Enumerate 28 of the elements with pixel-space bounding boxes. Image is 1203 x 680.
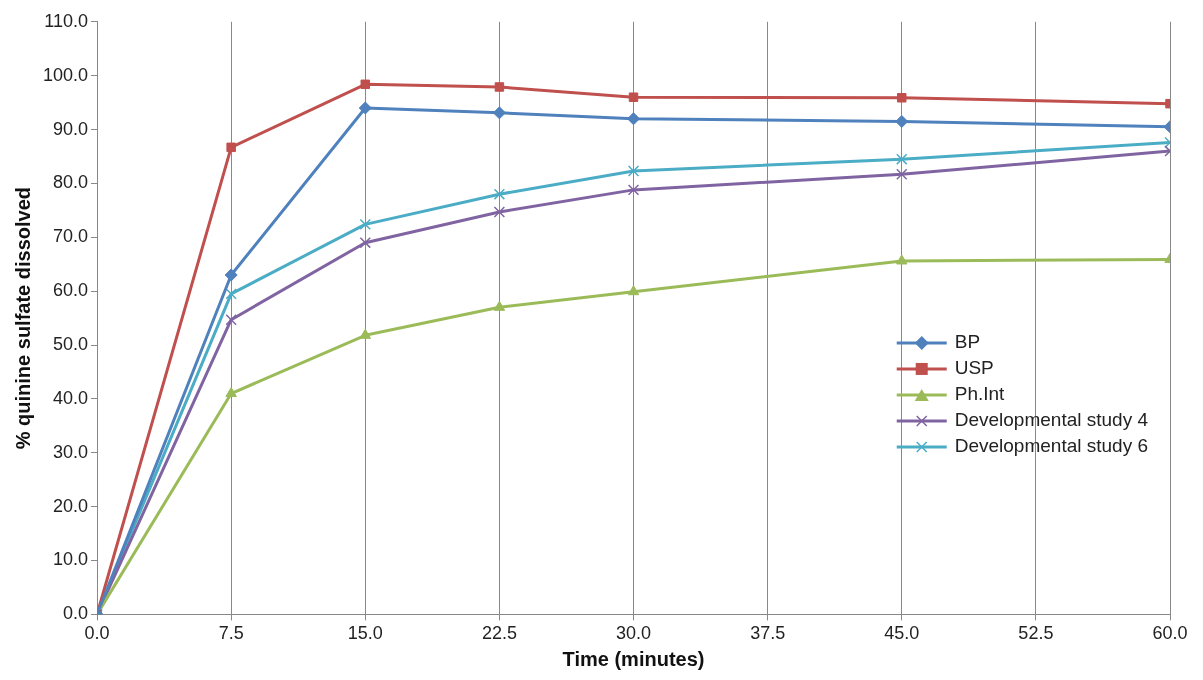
- x-tick-label: 60.0: [1152, 623, 1188, 644]
- x-tick-label: 15.0: [347, 623, 383, 644]
- y-tick-label: 60.0: [53, 280, 89, 301]
- x-tick-label: 37.5: [750, 623, 786, 644]
- y-tick-label: 100.0: [43, 64, 89, 85]
- y-tick-label: 0.0: [63, 603, 89, 624]
- y-tick-label: 20.0: [53, 495, 89, 516]
- y-tick-label: 30.0: [53, 441, 89, 462]
- y-tick-label: 110.0: [44, 10, 89, 31]
- y-tick-label: 40.0: [53, 387, 89, 408]
- legend-label: Ph.Int: [954, 383, 1006, 405]
- y-tick-label: 50.0: [53, 334, 89, 355]
- y-tick-label: 80.0: [53, 172, 89, 193]
- x-tick-label: 7.5: [218, 623, 244, 644]
- y-axis-title: % quinine sulfate dissolved: [11, 186, 34, 450]
- y-tick-label: 90.0: [53, 118, 89, 139]
- x-axis-title: Time (minutes): [562, 647, 705, 670]
- x-tick-label: 22.5: [481, 623, 517, 644]
- x-tick-label: 52.5: [1018, 623, 1054, 644]
- legend-label: BP: [954, 331, 981, 353]
- legend-label: USP: [954, 357, 994, 379]
- x-tick-label: 30.0: [616, 623, 652, 644]
- x-tick-label: 45.0: [884, 623, 920, 644]
- legend-label: Developmental study 6: [954, 435, 1149, 457]
- y-tick-label: 10.0: [53, 549, 89, 570]
- legend-label: Developmental study 4: [954, 409, 1149, 431]
- x-tick-label: 0.0: [84, 623, 110, 644]
- y-tick-label: 70.0: [53, 226, 89, 247]
